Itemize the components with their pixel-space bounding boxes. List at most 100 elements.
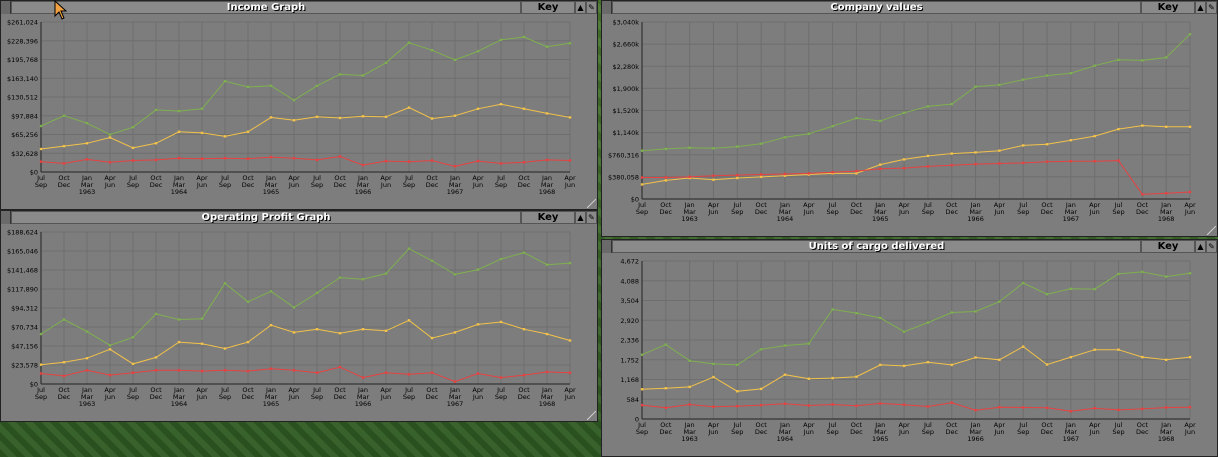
data-point: [664, 176, 668, 179]
data-point: [1069, 72, 1073, 75]
data-point: [855, 404, 858, 408]
data-point: [85, 369, 89, 372]
x-tick-label: Jan Mar 1967: [1063, 201, 1080, 223]
data-point: [108, 348, 112, 351]
sticky-icon[interactable]: ✎: [586, 211, 597, 224]
x-tick-label: Oct Dec: [334, 174, 347, 189]
data-point: [640, 388, 644, 391]
data-point: [338, 155, 342, 158]
y-tick-label: $3,040k: [612, 19, 639, 27]
x-tick-label: Jan Mar 1967: [447, 174, 464, 196]
close-icon[interactable]: [602, 240, 612, 253]
data-point: [1093, 134, 1096, 138]
y-tick-label: $65,256: [11, 131, 38, 139]
resize-grip-icon[interactable]: [1207, 226, 1216, 235]
data-point: [338, 276, 342, 279]
x-tick-label: Oct Dec: [150, 386, 163, 401]
data-point: [688, 175, 691, 179]
pin-icon[interactable]: ▲: [1195, 240, 1206, 253]
sticky-icon[interactable]: ✎: [1206, 1, 1217, 14]
pin-icon[interactable]: ▲: [575, 211, 586, 224]
x-tick-label: Oct Dec: [1136, 421, 1149, 436]
data-point: [108, 136, 112, 139]
data-point: [783, 172, 787, 176]
data-point: [154, 158, 158, 162]
data-point: [62, 374, 66, 378]
data-point: [640, 149, 644, 152]
data-point: [855, 172, 858, 175]
close-icon[interactable]: [1, 1, 11, 14]
x-tick-label: Jan Mar 1967: [1063, 421, 1080, 443]
data-point: [855, 311, 858, 315]
data-point: [926, 165, 930, 168]
window-titlebar[interactable]: Operating Profit Graph Key ▲ ✎: [1, 211, 597, 224]
data-point: [384, 115, 388, 119]
resize-grip-icon[interactable]: [587, 199, 596, 208]
data-point: [177, 130, 181, 133]
close-icon[interactable]: [1, 211, 11, 224]
data-point: [688, 403, 691, 406]
data-point: [831, 171, 834, 174]
x-tick-label: Jul Sep: [1017, 421, 1029, 436]
data-point: [640, 403, 644, 407]
data-point: [338, 365, 342, 369]
data-point: [783, 174, 787, 177]
operating-profit-graph-window: Operating Profit Graph Key ▲ ✎ $0 $23,578…: [0, 210, 598, 422]
data-point: [902, 158, 906, 161]
window-titlebar[interactable]: Income Graph Key ▲ ✎: [1, 1, 597, 14]
window-titlebar[interactable]: Company values Key ▲ ✎: [602, 1, 1217, 14]
data-point: [831, 403, 834, 406]
y-tick-label: 2,336: [620, 337, 639, 345]
data-point: [223, 157, 227, 160]
data-point: [453, 380, 457, 383]
data-point: [476, 159, 480, 163]
data-point: [688, 146, 691, 149]
y-tick-label: 3,504: [620, 297, 639, 305]
data-point: [246, 157, 250, 160]
data-point: [407, 160, 411, 163]
data-point: [879, 402, 882, 405]
data-point: [430, 259, 434, 262]
data-point: [688, 359, 691, 363]
x-tick-label: Oct Dec: [58, 386, 71, 401]
data-point: [338, 116, 342, 120]
key-button[interactable]: Key: [521, 1, 575, 14]
x-tick-label: Jul Sep: [1112, 421, 1124, 436]
data-point: [39, 332, 43, 336]
data-point: [902, 111, 906, 115]
sticky-icon[interactable]: ✎: [1206, 240, 1217, 253]
data-point: [736, 404, 739, 408]
data-point: [759, 387, 763, 391]
window-titlebar[interactable]: Units of cargo delivered Key ▲ ✎: [602, 240, 1217, 253]
data-point: [736, 145, 739, 148]
data-point: [759, 348, 763, 351]
data-point: [200, 369, 204, 373]
data-point: [1117, 127, 1120, 131]
data-point: [1188, 405, 1192, 409]
pin-icon[interactable]: ▲: [575, 1, 586, 14]
x-tick-label: Oct Dec: [660, 421, 673, 436]
x-tick-label: Apr Jun: [803, 201, 815, 216]
resize-grip-icon[interactable]: [587, 411, 596, 420]
company-values-window: Company values Key ▲ ✎ $0 $380,058 $760,31…: [601, 0, 1218, 237]
close-icon[interactable]: [602, 1, 612, 14]
pin-icon[interactable]: ▲: [1195, 1, 1206, 14]
window-title: Operating Profit Graph: [11, 211, 521, 224]
x-tick-label: Jul Sep: [826, 421, 838, 436]
sticky-icon[interactable]: ✎: [586, 1, 597, 14]
key-button[interactable]: Key: [521, 211, 575, 224]
data-point: [384, 272, 388, 275]
data-point: [499, 257, 503, 261]
data-point: [522, 35, 526, 39]
y-tick-label: 4,088: [620, 277, 639, 285]
data-point: [430, 117, 434, 120]
key-button[interactable]: Key: [1141, 1, 1195, 14]
data-point: [1069, 159, 1073, 163]
data-point: [759, 142, 763, 145]
x-tick-label: Jul Sep: [219, 386, 231, 401]
data-point: [177, 340, 181, 344]
data-point: [223, 369, 227, 372]
data-point: [568, 371, 572, 374]
y-tick-label: $165,046: [7, 248, 38, 256]
key-button[interactable]: Key: [1141, 240, 1195, 253]
